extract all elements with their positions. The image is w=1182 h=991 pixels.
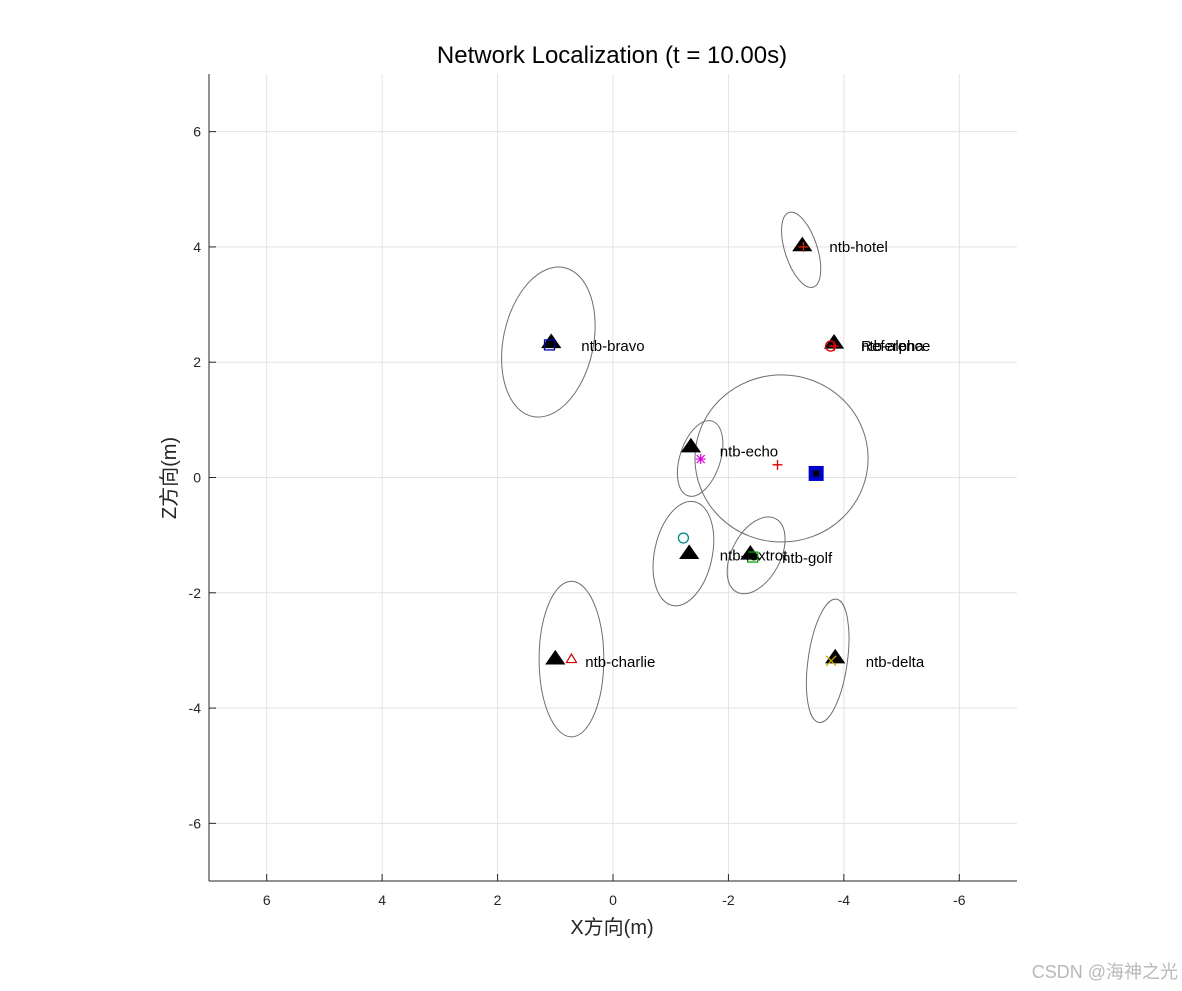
node-label-ntb-echo: ntb-echo [720,444,778,461]
estimate-marker-ntb-delta [825,655,837,667]
node-label-ntb-hotel: ntb-hotel [829,239,887,256]
x-tick-label: -2 [722,892,735,908]
y-tick-label: -2 [189,585,202,601]
node-label-ntb-foxtrot: ntb-foxtrot [720,547,788,564]
y-tick-label: 4 [193,239,201,255]
uncertainty-ellipse-ntb-bravo [501,266,596,418]
y-tick-labels: 6 4 2 0 -2 -4 -6 [189,124,202,832]
estimate-marker-Reference [829,341,840,352]
estimate-marker-ntb-bravo [543,339,556,351]
true-position-ntb-bravo [541,333,562,349]
estimate-marker-ntb-foxtrot [677,532,690,544]
axes-lines [208,74,1017,882]
chart-title: Network Localization (t = 10.00s) [437,42,787,69]
y-tick-label: 0 [193,470,201,486]
x-axis-label: X方向(m) [570,916,653,939]
x-tick-label: 6 [263,892,271,908]
node-label-Reference: Reference [861,338,930,355]
y-tick-label: 6 [193,124,201,140]
estimate-marker-ntb-golf [747,551,759,563]
true-position-ntb-charlie [545,649,566,665]
uncertainty-ellipse-ntb-hotel [781,211,822,288]
uncertainty-ellipse-anchor [694,374,869,543]
true-position-ntb-foxtrot [679,544,700,560]
uncertainty-ellipse-ntb-foxtrot [652,500,715,607]
estimate-marker-ntb-echo [695,454,706,465]
node-markers [541,236,846,667]
x-tick-label: 2 [494,892,502,908]
x-tick-label: 0 [609,892,617,908]
anchor-marker-center [813,470,820,477]
node-label-ntb-delta: ntb-delta [866,654,925,671]
uncertainty-ellipse-ntb-charlie [538,580,605,738]
grid-lines [209,74,1017,881]
x-tick-label: -4 [838,892,851,908]
node-label-ntb-alpha: ntb-alpha [861,338,924,355]
uncertainty-ellipses [501,211,869,738]
x-tick-label: 4 [378,892,386,908]
estimate-marker-ntb-charlie [565,652,578,664]
reference-estimate-marker [772,459,783,470]
estimate-marker-ntb-hotel [798,241,809,252]
true-position-ntb-echo [680,437,702,453]
y-axis-label: Z方向(m) [158,437,181,519]
node-label-ntb-golf: ntb-golf [782,550,833,567]
uncertainty-ellipse-ntb-golf [726,516,786,595]
uncertainty-ellipse-ntb-delta [805,598,850,724]
node-label-ntb-charlie: ntb-charlie [585,654,655,671]
y-tick-label: -6 [189,815,202,831]
watermark: CSDN @海神之光 [1032,962,1178,982]
x-tick-label: -6 [953,892,966,908]
x-tick-labels: 6 4 2 0 -2 -4 -6 [263,892,966,908]
y-tick-label: 2 [193,354,201,370]
node-label-ntb-bravo: ntb-bravo [581,338,644,355]
y-tick-label: -4 [189,700,202,716]
